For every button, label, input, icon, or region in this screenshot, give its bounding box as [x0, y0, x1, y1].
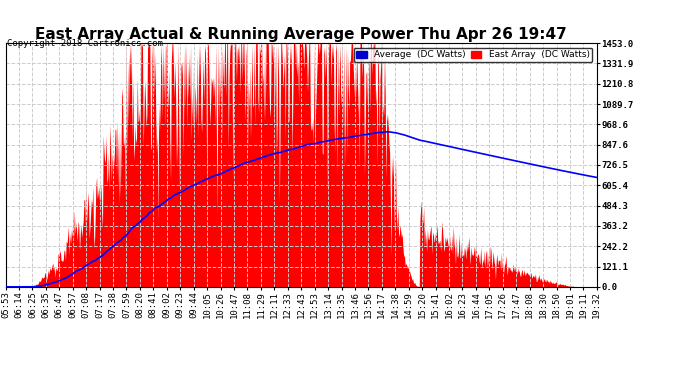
- Title: East Array Actual & Running Average Power Thu Apr 26 19:47: East Array Actual & Running Average Powe…: [35, 27, 567, 42]
- Legend: Average  (DC Watts), East Array  (DC Watts): Average (DC Watts), East Array (DC Watts…: [354, 48, 592, 62]
- Text: Copyright 2018 Cartronics.com: Copyright 2018 Cartronics.com: [7, 39, 163, 48]
